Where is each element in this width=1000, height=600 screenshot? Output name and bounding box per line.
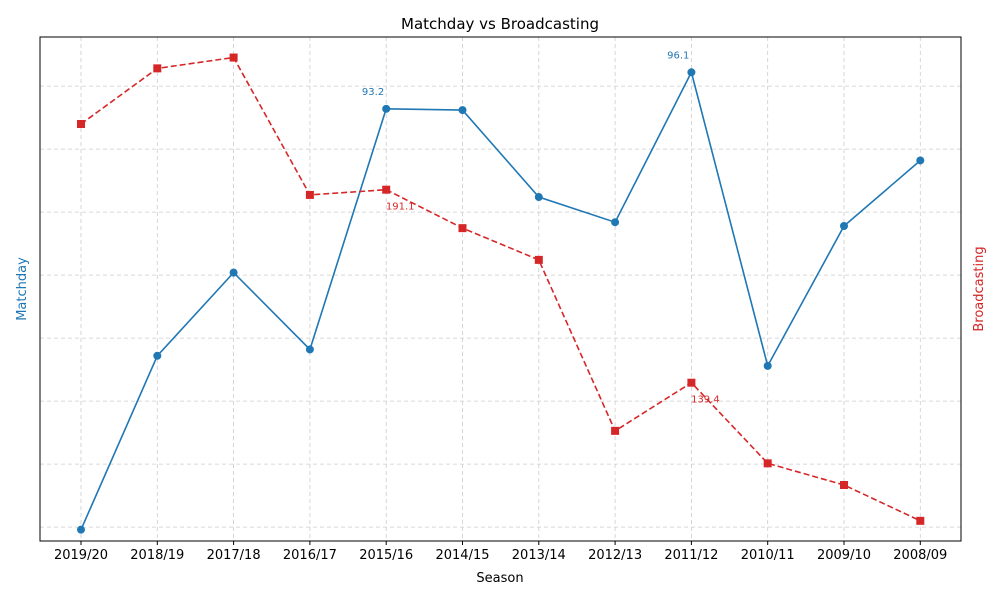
x-tick-label: 2019/20 <box>54 548 108 563</box>
marker-broadcasting <box>229 53 238 62</box>
x-tick-label: 2008/09 <box>893 548 947 563</box>
x-tick-label: 2009/10 <box>817 548 871 563</box>
x-tick-label: 2017/18 <box>207 548 261 563</box>
chart-title: Matchday vs Broadcasting <box>401 15 599 33</box>
x-tick-label: 2013/14 <box>512 548 566 563</box>
x-tick-label: 2016/17 <box>283 548 337 563</box>
annotation-label: 96.1 <box>667 50 689 61</box>
marker-matchday <box>305 345 314 354</box>
series-line-matchday <box>80 70 921 531</box>
marker-matchday <box>229 268 238 277</box>
marker-matchday <box>687 68 696 77</box>
x-tick-label: 2014/15 <box>435 548 489 563</box>
marker-broadcasting <box>77 119 85 128</box>
marker-matchday <box>916 156 925 165</box>
marker-matchday <box>611 218 620 227</box>
grid-lines <box>40 37 961 541</box>
marker-broadcasting <box>305 190 314 199</box>
x-tick-label: 2010/11 <box>741 548 795 563</box>
marker-matchday <box>153 351 162 360</box>
series-lines <box>80 56 921 531</box>
series-line-broadcasting <box>80 56 921 522</box>
x-tick-label: 2015/16 <box>359 548 413 563</box>
annotation-label: 191.1 <box>386 202 415 213</box>
x-tick-label: 2012/13 <box>588 548 642 563</box>
marker-matchday <box>77 525 85 534</box>
marker-broadcasting <box>687 378 696 387</box>
marker-broadcasting <box>916 516 925 525</box>
marker-matchday <box>458 106 467 115</box>
marker-broadcasting <box>611 426 620 435</box>
x-tick-label: 2018/19 <box>130 548 184 563</box>
marker-broadcasting <box>458 224 467 233</box>
marker-broadcasting <box>763 459 772 468</box>
x-axis-label: Season <box>476 571 523 586</box>
marker-broadcasting <box>534 255 543 264</box>
data-markers <box>77 53 925 534</box>
marker-broadcasting <box>153 64 162 73</box>
x-tick-labels: 2019/20 2018/19 2017/18 2016/17 2015/16 2014/… <box>54 541 947 563</box>
annotation-label: 93.2 <box>362 87 384 98</box>
marker-matchday <box>763 361 772 370</box>
annotation-label: 139.4 <box>691 395 720 406</box>
data-annotations: 93.2 96.1 191.1 139.4 <box>362 50 720 405</box>
marker-broadcasting <box>382 185 391 194</box>
marker-matchday <box>382 104 391 113</box>
plot-frame <box>39 36 962 542</box>
x-tick-label: 2011/12 <box>664 548 718 563</box>
marker-matchday <box>840 222 848 230</box>
y-axis-label-left: Matchday <box>15 257 30 321</box>
marker-matchday <box>534 193 543 202</box>
marker-broadcasting <box>840 481 848 489</box>
y-axis-label-right: Broadcasting <box>972 246 987 331</box>
